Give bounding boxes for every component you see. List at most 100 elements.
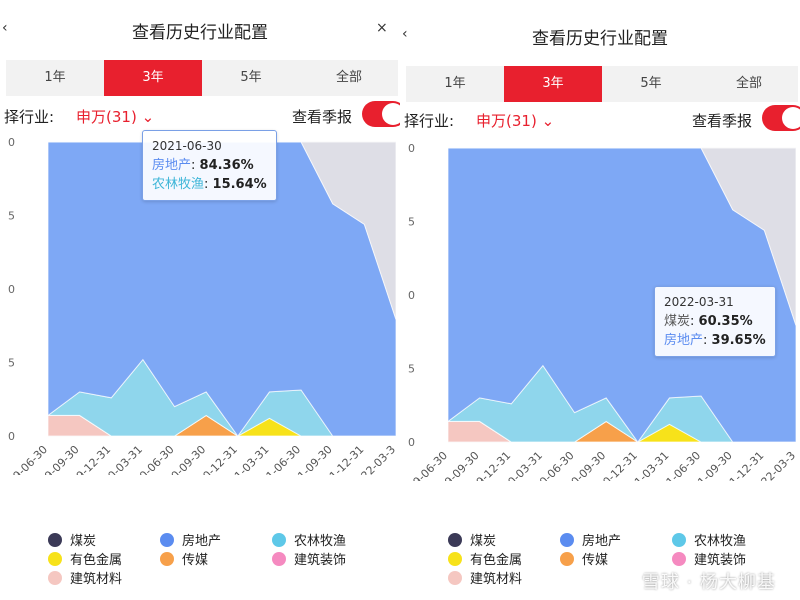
legend-item[interactable]: 建筑材料	[48, 568, 122, 587]
chevron-down-icon: ⌄	[536, 112, 555, 130]
legend-item[interactable]: 农林牧渔	[272, 530, 346, 549]
chart-legend: 煤炭 房地产 农林牧渔有色金属 传媒 建筑装饰建筑材料	[400, 530, 800, 600]
y-tick-label: 0	[408, 289, 415, 302]
panel-left: ‹ 查看历史行业配置 × 1年 3年 5年 全部 择行业: 申万(31) ⌄ 查…	[0, 20, 400, 600]
legend-color-dot	[272, 551, 286, 566]
area-series	[448, 147, 797, 326]
legend-label: 有色金属	[70, 553, 123, 568]
tooltip-label: 农林牧渔	[152, 177, 205, 192]
tab-3y[interactable]: 3年	[504, 66, 602, 102]
tab-5y[interactable]: 5年	[240, 70, 262, 85]
tooltip-value: 84.36%	[199, 158, 254, 173]
legend-item[interactable]: 传媒	[160, 549, 208, 568]
legend-label: 传媒	[582, 553, 609, 568]
legend-item[interactable]: 建筑材料	[448, 568, 522, 587]
legend-label: 有色金属	[470, 553, 523, 568]
tooltip-row: 房地产: 84.36%	[152, 158, 254, 173]
legend-color-dot	[48, 532, 62, 547]
industry-filter-label: 择行业:	[4, 108, 55, 126]
chart-legend: 煤炭 房地产 农林牧渔有色金属 传媒 建筑装饰建筑材料	[0, 530, 400, 600]
industry-filter-dropdown[interactable]: 申万(31) ⌄	[476, 110, 554, 131]
legend-item[interactable]: 房地产	[160, 530, 221, 549]
tooltip-label: 房地产	[152, 158, 192, 173]
legend-item[interactable]: 传媒	[560, 549, 608, 568]
legend-color-dot	[160, 532, 174, 547]
y-tick-label: 5	[408, 363, 415, 376]
toggle-knob	[782, 107, 800, 129]
legend-item[interactable]: 房地产	[560, 530, 621, 549]
legend-color-dot	[48, 570, 62, 585]
y-tick-label: 0	[8, 136, 15, 149]
y-tick-label: 0	[408, 142, 415, 155]
chart-tooltip: 2022-03-31 煤炭: 60.35% 房地产: 39.65%	[654, 286, 776, 357]
panel-right: ‹ 查看历史行业配置 1年 3年 5年 全部 择行业: 申万(31) ⌄ 查看季…	[400, 0, 800, 600]
season-report-label: 查看季报	[292, 108, 353, 126]
season-report-toggle[interactable]	[762, 105, 800, 131]
industry-filter-dropdown[interactable]: 申万(31) ⌄	[76, 106, 154, 127]
legend-item[interactable]: 煤炭	[48, 530, 96, 549]
period-tabs: 1年 3年 5年 全部	[406, 66, 798, 102]
x-tick-label: 19-06-30	[6, 443, 51, 475]
legend-label: 房地产	[182, 534, 222, 549]
tooltip-row: 农林牧渔: 15.64%	[152, 177, 267, 192]
legend-color-dot	[48, 551, 62, 566]
tooltip-date: 2021-06-30	[152, 139, 222, 153]
legend-item[interactable]: 有色金属	[448, 549, 522, 568]
legend-label: 煤炭	[470, 534, 497, 549]
legend-color-dot	[448, 532, 462, 547]
legend-item[interactable]: 建筑装饰	[672, 549, 746, 568]
x-tick-label: 19-06-30	[406, 449, 451, 481]
legend-color-dot	[448, 551, 462, 566]
page-title: 查看历史行业配置	[132, 23, 268, 43]
tab-1y[interactable]: 1年	[444, 76, 466, 91]
legend-color-dot	[672, 532, 686, 547]
legend-label: 建筑材料	[70, 572, 123, 587]
season-report-label: 查看季报	[692, 112, 753, 130]
y-tick-label: 5	[8, 210, 15, 223]
tooltip-row: 煤炭: 60.35%	[664, 314, 753, 329]
legend-color-dot	[560, 551, 574, 566]
legend-color-dot	[448, 570, 462, 585]
tooltip-label: 房地产	[664, 333, 704, 348]
legend-label: 建筑装饰	[694, 553, 747, 568]
y-tick-label: 5	[408, 216, 415, 229]
watermark: 雪球 · 杨大柳基	[641, 572, 776, 593]
tab-3y[interactable]: 3年	[104, 60, 202, 96]
season-report-toggle[interactable]	[362, 101, 400, 127]
page-title: 查看历史行业配置	[532, 29, 668, 49]
tab-5y[interactable]: 5年	[640, 76, 662, 91]
legend-item[interactable]: 有色金属	[48, 549, 122, 568]
back-icon[interactable]: ‹	[402, 26, 408, 42]
legend-label: 农林牧渔	[294, 534, 347, 549]
chart-tooltip: 2021-06-30 房地产: 84.36% 农林牧渔: 15.64%	[142, 130, 277, 201]
legend-label: 农林牧渔	[694, 534, 747, 549]
tooltip-row: 房地产: 39.65%	[664, 333, 766, 348]
legend-label: 建筑装饰	[294, 553, 347, 568]
period-tabs: 1年 3年 5年 全部	[6, 60, 398, 96]
close-icon[interactable]: ×	[376, 20, 388, 36]
industry-filter-label: 择行业:	[404, 112, 455, 130]
tooltip-value: 15.64%	[212, 177, 267, 192]
y-tick-label: 0	[8, 283, 15, 296]
legend-color-dot	[160, 551, 174, 566]
toggle-knob	[382, 103, 400, 125]
tooltip-label: 煤炭	[664, 314, 691, 329]
back-icon[interactable]: ‹	[2, 20, 8, 36]
tab-all[interactable]: 全部	[735, 76, 762, 91]
legend-label: 煤炭	[70, 534, 97, 549]
legend-color-dot	[560, 532, 574, 547]
legend-item[interactable]: 煤炭	[448, 530, 496, 549]
legend-item[interactable]: 农林牧渔	[672, 530, 746, 549]
chevron-down-icon: ⌄	[136, 108, 155, 126]
legend-label: 房地产	[582, 534, 622, 549]
allocation-chart[interactable]: 0505019-06-302019-09-302019-12-312020-03…	[400, 136, 800, 481]
y-tick-label: 5	[8, 357, 15, 370]
allocation-chart[interactable]: 0505019-06-302019-09-302019-12-312020-03…	[0, 130, 400, 475]
legend-item[interactable]: 建筑装饰	[272, 549, 346, 568]
tab-1y[interactable]: 1年	[44, 70, 66, 85]
legend-color-dot	[272, 532, 286, 547]
tab-all[interactable]: 全部	[335, 70, 362, 85]
legend-label: 建筑材料	[470, 572, 523, 587]
tooltip-date: 2022-03-31	[664, 295, 734, 309]
industry-filter-value: 申万(31)	[76, 108, 137, 126]
